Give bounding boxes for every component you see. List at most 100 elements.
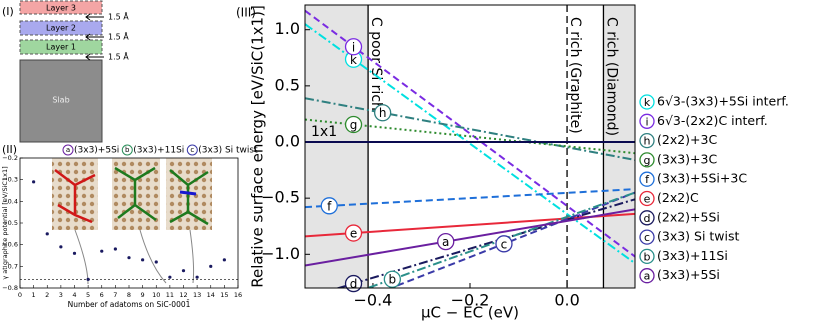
legend-label: 6√3-(3x3)+5Si interf. (657, 94, 789, 109)
legend-marker (62, 144, 74, 156)
x-axis-label: μC − EC (eV) (421, 304, 519, 322)
x-tick-label: 6 (100, 291, 104, 299)
point (154, 260, 158, 264)
point (86, 277, 90, 281)
legend-label: (3x3)+3C (657, 151, 717, 166)
series-key: a (442, 235, 449, 249)
legend-key: b (125, 146, 130, 154)
legend-label: (3x3)+5Si (657, 267, 720, 282)
slab-label: Slab (52, 96, 69, 105)
inset-bonds (114, 166, 157, 222)
insets (52, 158, 212, 285)
legend-marker (639, 190, 655, 207)
x-tick-label: 8 (127, 291, 131, 299)
point (59, 245, 63, 249)
legend-key: a (644, 270, 651, 283)
y-tick-label: 0.0 (275, 132, 300, 151)
series-marker (344, 115, 363, 134)
x-tick-label: 3 (59, 291, 63, 299)
spacing-label: 1.5 Å (108, 11, 129, 22)
x-tick-label: 0.0 (554, 291, 579, 310)
y-tick-label: −0.3 (2, 176, 18, 184)
series-line (305, 208, 635, 267)
plot-frame (304, 4, 636, 289)
x-tick-label: 2 (45, 291, 49, 299)
series-line (388, 191, 635, 288)
legend-key: c (190, 146, 194, 154)
point (222, 258, 226, 262)
point (181, 269, 186, 273)
y-axis-label: Relative surface energy [eV/SiC(1x1)] (249, 5, 267, 288)
legend-key: g (644, 154, 651, 167)
y-tick-label: −0.6 (2, 241, 18, 249)
slab-box (19, 59, 103, 143)
series-marker (373, 104, 392, 122)
legend-marker (639, 94, 655, 110)
point (100, 249, 104, 253)
series-marker (437, 232, 455, 251)
legend-marker (639, 113, 655, 129)
series-marker (344, 224, 363, 242)
series-label: 1x1 (311, 124, 337, 140)
x-tick-label: 12 (179, 291, 187, 299)
legend-label: 6√3-(2x2)C interf. (657, 113, 768, 128)
inset-bonds (54, 169, 96, 224)
panel-label: (I) (2, 5, 14, 18)
x-tick-label: 0 (18, 291, 22, 299)
point (45, 232, 49, 236)
y-tick-label: −1.0 (261, 244, 300, 263)
boundary-label: C rich (Graphite) (567, 17, 583, 134)
x-tick-label: −0.4 (354, 291, 393, 310)
x-tick-label: 5 (86, 291, 90, 299)
layer-label: Layer 2 (46, 24, 76, 33)
point (141, 258, 145, 262)
x-axis-label: Number of adatoms on SiC-0001̄ (68, 300, 191, 309)
x-tick-label: 1 (32, 291, 36, 299)
point (195, 275, 199, 279)
y-tick-label: −0.7 (2, 262, 18, 270)
legend-label: (3x3)+5Si+3C (657, 171, 747, 186)
inset-bonds (179, 190, 197, 196)
x-tick-label: 14 (207, 291, 215, 299)
boundary-label: C rich (Diamond) (603, 17, 619, 136)
y-axis-label: γ at graphite potential [eV/SiC1x1] (1, 166, 9, 279)
arrows (85, 13, 104, 61)
x-tick-label: 4 (72, 291, 76, 299)
y-tick-label: 0.5 (275, 75, 300, 94)
legend-label: (2x2)C (657, 190, 699, 205)
series-key: c (501, 237, 508, 251)
legend-key: h (644, 135, 651, 148)
legend-label: (3x3)+11Si (133, 146, 184, 156)
y-tick-label: −0.8 (2, 284, 18, 292)
legend-label: (2x2)+3C (657, 132, 717, 147)
series-marker (344, 38, 363, 56)
y-tick-label: −0.5 (2, 219, 18, 227)
legend-label: (2x2)+5Si (657, 209, 720, 224)
series-marker (320, 197, 338, 215)
series-key: f (327, 199, 332, 213)
legend-key: k (644, 96, 651, 109)
inset-connector (74, 229, 195, 285)
point (72, 251, 77, 255)
layer-box (19, 20, 103, 36)
legend-key: b (644, 250, 651, 263)
x-tick-label: −0.2 (451, 291, 490, 310)
series-line (305, 97, 635, 161)
legend-key: c (644, 231, 650, 244)
x-tick-label: 10 (152, 291, 160, 299)
layer-box (19, 0, 103, 15)
layer-box (19, 39, 103, 55)
x-tick-label: 11 (166, 291, 174, 299)
series-marker (495, 235, 513, 253)
series-key: g (350, 118, 358, 132)
x-tick-label: 16 (234, 291, 242, 299)
x-tick-label: 9 (141, 291, 145, 299)
point (113, 247, 117, 251)
legend-marker (186, 144, 198, 156)
series-line (305, 188, 635, 209)
series-key: b (389, 273, 397, 287)
panel-label: (II) (2, 143, 17, 156)
legend-marker (121, 144, 133, 156)
layer-label: Layer 1 (46, 43, 76, 52)
x-tick-label: 7 (113, 291, 117, 299)
